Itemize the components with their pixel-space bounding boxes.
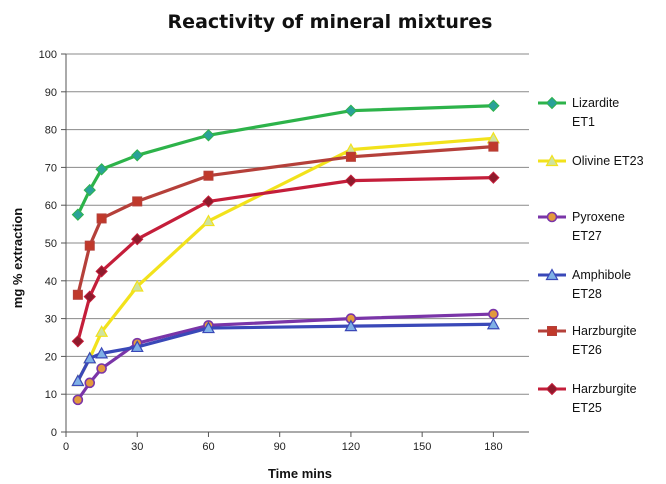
series-group bbox=[71, 99, 500, 406]
legend-item-2: Olivine ET23 bbox=[538, 154, 644, 168]
data-point-3-1 bbox=[72, 394, 84, 406]
data-point-5-2 bbox=[84, 240, 95, 251]
data-point-2-4 bbox=[130, 279, 144, 292]
data-point-6-7 bbox=[487, 171, 500, 184]
data-point-3-2 bbox=[84, 377, 96, 389]
data-point-6-2 bbox=[83, 290, 96, 303]
legend-label-6: Harzburgite ET25 bbox=[572, 382, 637, 415]
data-point-5-7 bbox=[488, 141, 499, 152]
legend-label-line: Harzburgite bbox=[572, 324, 637, 338]
data-point-4-7 bbox=[486, 317, 500, 330]
data-point-1-6 bbox=[344, 104, 358, 117]
y-tick-label-80: 80 bbox=[45, 125, 57, 137]
x-tick-label-180: 180 bbox=[484, 441, 502, 453]
data-point-5-1 bbox=[72, 289, 83, 300]
legend-marker-2 bbox=[545, 154, 559, 167]
y-tick-label-10: 10 bbox=[45, 389, 57, 401]
legend-label-3: Pyroxene ET27 bbox=[572, 210, 625, 243]
data-point-1-1 bbox=[71, 208, 85, 221]
series-line-5 bbox=[76, 145, 495, 297]
y-axis-title: mg % extraction bbox=[10, 208, 25, 308]
data-point-6-4 bbox=[131, 233, 144, 246]
data-point-1-7 bbox=[487, 99, 500, 112]
legend-marker-5 bbox=[547, 326, 557, 336]
legend-label-line: ET1 bbox=[572, 115, 595, 129]
legend-item-3: Pyroxene ET27 bbox=[538, 210, 625, 243]
legend-item-5: Harzburgite ET26 bbox=[538, 324, 637, 357]
y-tick-label-20: 20 bbox=[45, 351, 57, 363]
series-4 bbox=[71, 317, 500, 387]
y-tick-label-90: 90 bbox=[45, 87, 57, 99]
legend-label-line: ET25 bbox=[572, 401, 602, 415]
x-tick-label-60: 60 bbox=[202, 441, 214, 453]
x-tick-label-30: 30 bbox=[131, 441, 143, 453]
x-tick-label-120: 120 bbox=[342, 441, 360, 453]
x-tick-label-150: 150 bbox=[413, 441, 431, 453]
data-point-1-5 bbox=[202, 129, 215, 142]
legend-marker-6 bbox=[545, 382, 559, 396]
y-tick-label-30: 30 bbox=[45, 314, 57, 326]
legend-label-2: Olivine ET23 bbox=[572, 154, 644, 168]
legend-label-line: ET27 bbox=[572, 229, 602, 243]
data-point-4-2 bbox=[83, 351, 97, 364]
x-axis-ticks: 0 30 60 90 120 150 180 bbox=[63, 432, 503, 453]
legend-marker-4 bbox=[545, 268, 559, 281]
legend-label-line: Harzburgite bbox=[572, 382, 637, 396]
data-point-4-3 bbox=[95, 346, 109, 359]
x-tick-label-90: 90 bbox=[274, 441, 286, 453]
legend-item-6: Harzburgite ET25 bbox=[538, 382, 637, 415]
series-line-4 bbox=[76, 322, 495, 383]
data-point-3-7 bbox=[488, 308, 499, 320]
y-tick-label-100: 100 bbox=[39, 49, 57, 61]
y-tick-label-40: 40 bbox=[45, 276, 57, 288]
data-point-4-5 bbox=[201, 321, 215, 334]
data-point-3-3 bbox=[96, 363, 107, 374]
legend-label-4: Amphibole ET28 bbox=[572, 268, 631, 301]
data-point-1-2 bbox=[83, 183, 96, 197]
legend-label-1: Lizardite ET1 bbox=[572, 96, 619, 129]
x-axis-title: Time mins bbox=[268, 466, 332, 481]
legend-item-4: Amphibole ET28 bbox=[538, 268, 631, 301]
data-point-5-5 bbox=[203, 170, 214, 181]
legend-marker-1 bbox=[545, 96, 559, 110]
y-tick-label-0: 0 bbox=[51, 427, 57, 439]
legend: Lizardite ET1 Olivine ET23 Pyroxene ET27 Amph… bbox=[538, 96, 644, 415]
legend-label-line: Lizardite bbox=[572, 96, 619, 110]
data-point-1-4 bbox=[131, 149, 144, 162]
y-tick-label-70: 70 bbox=[45, 162, 57, 174]
series-1 bbox=[71, 99, 500, 221]
data-point-6-6 bbox=[344, 174, 358, 187]
data-point-6-5 bbox=[202, 195, 215, 208]
series-5 bbox=[72, 141, 499, 300]
legend-label-line: ET28 bbox=[572, 287, 602, 301]
data-point-5-3 bbox=[96, 213, 107, 224]
data-point-2-5 bbox=[201, 214, 215, 227]
series-6 bbox=[71, 171, 500, 348]
legend-label-line: Amphibole bbox=[572, 268, 631, 282]
legend-marker-3 bbox=[546, 211, 558, 223]
data-point-6-1 bbox=[71, 335, 85, 348]
data-point-5-6 bbox=[345, 151, 356, 162]
data-point-1-3 bbox=[95, 163, 108, 176]
data-point-4-1 bbox=[71, 374, 85, 387]
legend-label-line: Olivine ET23 bbox=[572, 154, 644, 168]
legend-item-1: Lizardite ET1 bbox=[538, 96, 619, 129]
chart-title: Reactivity of mineral mixtures bbox=[168, 11, 493, 33]
data-point-4-4 bbox=[130, 340, 144, 353]
data-point-5-4 bbox=[132, 196, 143, 207]
data-point-2-3 bbox=[95, 325, 109, 337]
legend-label-line: Pyroxene bbox=[572, 210, 625, 224]
y-axis-ticks: 0 10 20 30 40 50 60 70 80 90 100 bbox=[39, 49, 66, 439]
y-tick-label-60: 60 bbox=[45, 200, 57, 212]
data-point-4-6 bbox=[344, 319, 358, 332]
y-tick-label-50: 50 bbox=[45, 238, 57, 250]
legend-label-5: Harzburgite ET26 bbox=[572, 324, 637, 357]
legend-label-line: ET26 bbox=[572, 343, 602, 357]
data-point-6-3 bbox=[95, 265, 108, 278]
x-tick-label-0: 0 bbox=[63, 441, 69, 453]
